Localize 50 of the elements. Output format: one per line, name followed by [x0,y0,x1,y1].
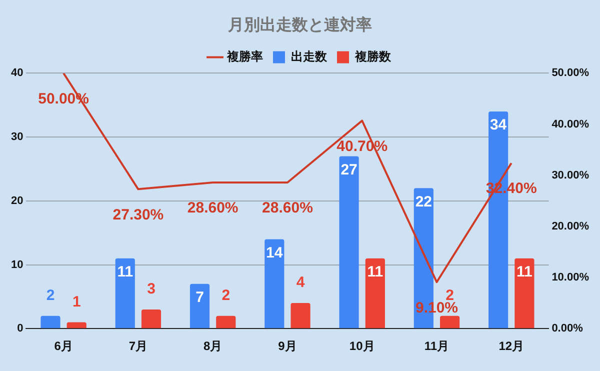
x-tick-label: 8月 [203,339,222,354]
legend-label: 複勝率 [226,50,263,64]
y-tick-label: 30 [10,131,24,144]
legend-label: 複勝数 [354,50,392,64]
data-label: 28.60% [187,200,238,217]
bar [66,322,86,328]
data-label: 2 [46,286,55,304]
y2-tick-label: 50.00% [552,67,590,80]
bar [514,258,534,328]
x-tick-label: 10月 [349,339,375,354]
data-label: 11 [516,264,532,281]
bar [290,303,310,328]
bar [440,316,460,328]
data-label: 27.30% [112,206,164,224]
y2-tick-label: 40.00% [552,118,590,130]
bar [264,239,284,328]
data-label: 28.60% [262,200,313,217]
bar [216,316,236,328]
chart-title: 月別出走数と連対率 [227,15,372,34]
y-tick-label: 0 [17,322,24,335]
x-tick-label: 12月 [498,339,524,354]
bar [40,316,60,328]
legend-label: 出走数 [291,50,328,64]
x-tick-label: 9月 [278,339,297,354]
x-tick-label: 6月 [54,339,73,354]
y-tick-label: 10 [10,258,24,271]
bar [190,284,210,328]
data-label: 14 [266,244,284,262]
data-label: 4 [296,274,306,292]
data-label: 2 [222,286,230,304]
data-label: 7 [196,289,204,306]
y2-tick-label: 20.00% [552,220,590,232]
bar [365,258,385,328]
data-label: 11 [367,264,384,281]
bar [339,156,359,328]
data-label: 3 [147,280,156,298]
y2-tick-label: 30.00% [552,169,590,182]
data-label: 11 [117,264,134,281]
y2-tick-label: 0.00% [552,322,584,335]
data-label: 22 [415,193,432,210]
x-tick-label: 11月 [424,339,450,354]
data-label: 27 [340,161,358,178]
y2-tick-label: 10.00% [552,272,590,284]
data-label: 1 [72,293,81,310]
bar [115,258,135,328]
bar [141,309,162,328]
data-label: 34 [490,116,508,134]
y-tick-label: 40 [10,67,24,80]
y-tick-label: 20 [10,194,24,207]
x-tick-label: 7月 [128,339,148,354]
